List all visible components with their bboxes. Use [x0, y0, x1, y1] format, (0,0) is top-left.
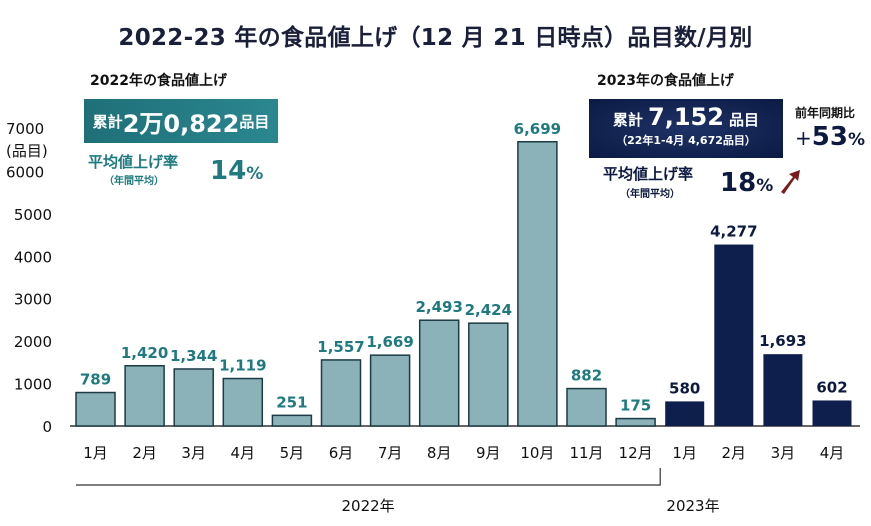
total-suffix: 品目 — [239, 112, 270, 131]
data-label: 2,424 — [465, 301, 512, 319]
x-tick-label: 3月 — [771, 444, 796, 462]
data-label: 6,699 — [514, 120, 561, 138]
x-tick-label: 7月 — [378, 444, 403, 462]
x-tick-label: 6月 — [329, 444, 354, 462]
summary-2022-rate-value: 14% — [210, 156, 263, 186]
summary-2023-rate-value: 18% — [720, 168, 773, 198]
x-tick-label: 12月 — [619, 444, 653, 462]
chart-title: 2022-23 年の食品値上げ（12 月 21 日時点）品目数/月別 — [118, 25, 753, 51]
rate-unit: % — [246, 164, 264, 184]
x-tick-label: 10月 — [520, 444, 554, 462]
total-prefix: 累計 — [92, 112, 123, 131]
total-suffix: 品目 — [729, 111, 760, 129]
data-label: 1,669 — [366, 333, 413, 351]
data-label: 1,420 — [121, 344, 168, 362]
group-bracket-2022 — [76, 468, 661, 486]
data-label: 580 — [669, 379, 700, 397]
x-tick-label: 9月 — [476, 444, 501, 462]
x-tick-label: 11月 — [569, 444, 603, 462]
data-label: 882 — [571, 367, 602, 385]
y-tick-label: 6000 — [6, 163, 44, 181]
x-tick-label: 4月 — [820, 444, 845, 462]
y-tick-label: 4000 — [14, 248, 52, 266]
rate-number: 14 — [210, 156, 247, 186]
bar — [173, 368, 214, 427]
data-label: 1,557 — [317, 338, 364, 356]
summary-2022-heading: 2022年の食品値上げ — [90, 73, 227, 89]
bar — [763, 354, 803, 426]
y-tick-label: 2000 — [14, 333, 52, 351]
y-tick-label: 0 — [42, 418, 52, 436]
bar — [75, 391, 116, 427]
data-label: 175 — [620, 397, 651, 415]
yoy-unit: % — [847, 130, 865, 150]
bar — [665, 401, 705, 426]
bar — [320, 359, 362, 427]
data-label: 251 — [276, 393, 307, 411]
x-tick-label: 3月 — [181, 444, 206, 462]
x-tick-label: 5月 — [280, 444, 305, 462]
bar — [714, 244, 754, 426]
rate-unit: % — [756, 176, 774, 196]
bar — [517, 141, 558, 427]
bar — [222, 377, 264, 427]
x-tick-label: 4月 — [231, 444, 256, 462]
y-axis-unit-label: (品目) — [6, 142, 48, 160]
total-value: 2万0,822 — [122, 109, 240, 138]
x-tick-label: 1月 — [83, 444, 108, 462]
group-label-2023: 2023年 — [666, 497, 719, 515]
data-label: 2,493 — [415, 298, 462, 316]
y-tick-label: 7000 — [6, 120, 44, 138]
bar — [615, 417, 656, 427]
x-tick-label: 1月 — [672, 444, 697, 462]
bar — [566, 387, 607, 427]
yoy-value: +53% — [795, 122, 865, 152]
data-label: 1,119 — [219, 357, 266, 375]
summary-2022-rate-sub: （年間平均） — [104, 176, 164, 187]
summary-2023-total-box: 累計 7,152 品目 （22年1-4月 4,672品目） — [589, 99, 783, 158]
total-prefix: 累計 — [612, 111, 643, 129]
bar — [271, 414, 313, 427]
bar — [369, 354, 411, 427]
summary-2023-rate-sub: （年間平均） — [620, 189, 680, 200]
data-label: 4,277 — [710, 223, 757, 241]
bar — [468, 322, 509, 427]
bar — [812, 400, 852, 426]
data-label: 1,344 — [170, 347, 217, 365]
summary-2022-total-box: 累計 2万0,822 品目 — [84, 99, 278, 143]
total-value: 7,152 — [648, 103, 724, 131]
x-tick-label: 8月 — [427, 444, 452, 462]
data-label: 602 — [816, 378, 847, 396]
y-tick-label: 5000 — [14, 206, 52, 224]
yoy-number: 53 — [811, 122, 848, 152]
y-tick-label: 3000 — [14, 291, 52, 309]
comparison-note: （22年1-4月 4,672品目） — [616, 134, 756, 147]
up-arrow-icon — [781, 170, 800, 194]
data-label: 1,693 — [759, 332, 806, 350]
yoy-sign: + — [795, 126, 812, 150]
rate-number: 18 — [720, 168, 757, 198]
bar — [418, 319, 460, 427]
summary-2023-heading: 2023年の食品値上げ — [597, 73, 734, 89]
yoy-label: 前年同期比 — [795, 106, 856, 120]
x-tick-label: 2月 — [722, 444, 747, 462]
x-tick-label: 2月 — [132, 444, 157, 462]
y-tick-label: 1000 — [14, 376, 52, 394]
summary-2022-rate-label: 平均値上げ率 — [88, 153, 179, 171]
group-label-2022: 2022年 — [342, 497, 395, 515]
bar — [124, 365, 165, 427]
data-label: 789 — [80, 371, 111, 389]
summary-2023-rate-label: 平均値上げ率 — [603, 165, 694, 183]
